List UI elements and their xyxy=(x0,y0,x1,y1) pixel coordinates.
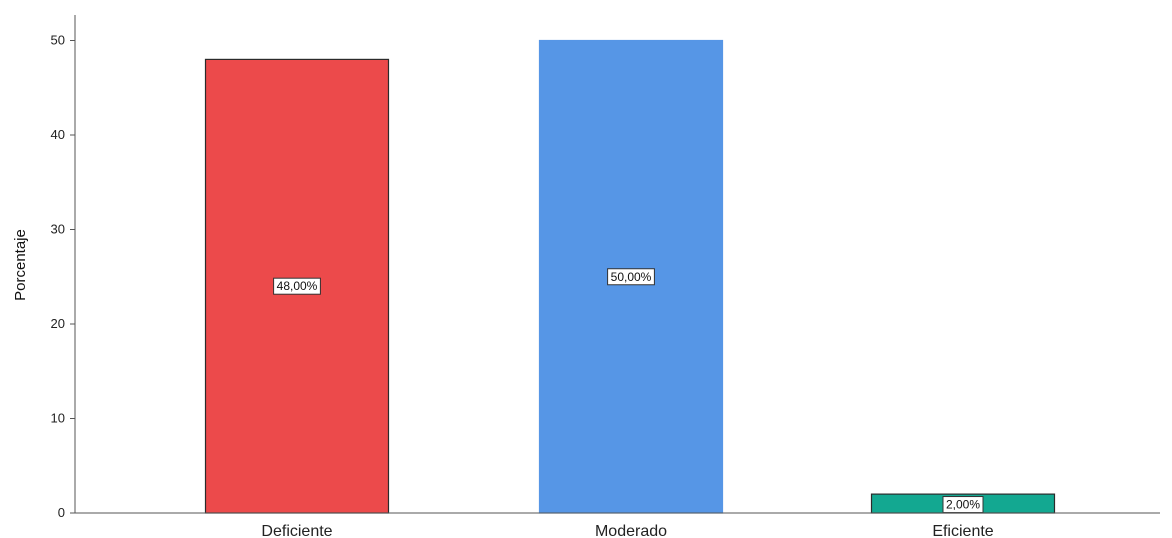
x-category-label: Eficiente xyxy=(932,523,993,538)
y-tick-label: 30 xyxy=(51,222,65,237)
bar-data-labels: 48,00% 50,00% 2,00% xyxy=(273,268,984,514)
y-axis-label: Porcentaje xyxy=(12,229,29,301)
bar-data-label-box xyxy=(273,277,321,295)
y-tick-label: 10 xyxy=(51,411,65,426)
x-axis-categories: Deficiente Moderado Eficiente xyxy=(261,523,993,538)
y-tick-label: 0 xyxy=(58,505,65,520)
x-category-label: Deficiente xyxy=(261,523,332,538)
bar-data-label: 2,00% xyxy=(946,498,980,512)
bar-data-label: 48,00% xyxy=(277,279,318,293)
y-tick-label: 20 xyxy=(51,316,65,331)
y-tick-label: 50 xyxy=(51,33,65,48)
bar-data-label: 50,00% xyxy=(611,270,652,284)
y-tick-label: 40 xyxy=(51,127,65,142)
bar-data-label-box xyxy=(607,268,655,286)
x-category-label: Moderado xyxy=(595,523,667,538)
y-axis-ticks: 0 10 20 30 40 50 xyxy=(51,33,75,520)
